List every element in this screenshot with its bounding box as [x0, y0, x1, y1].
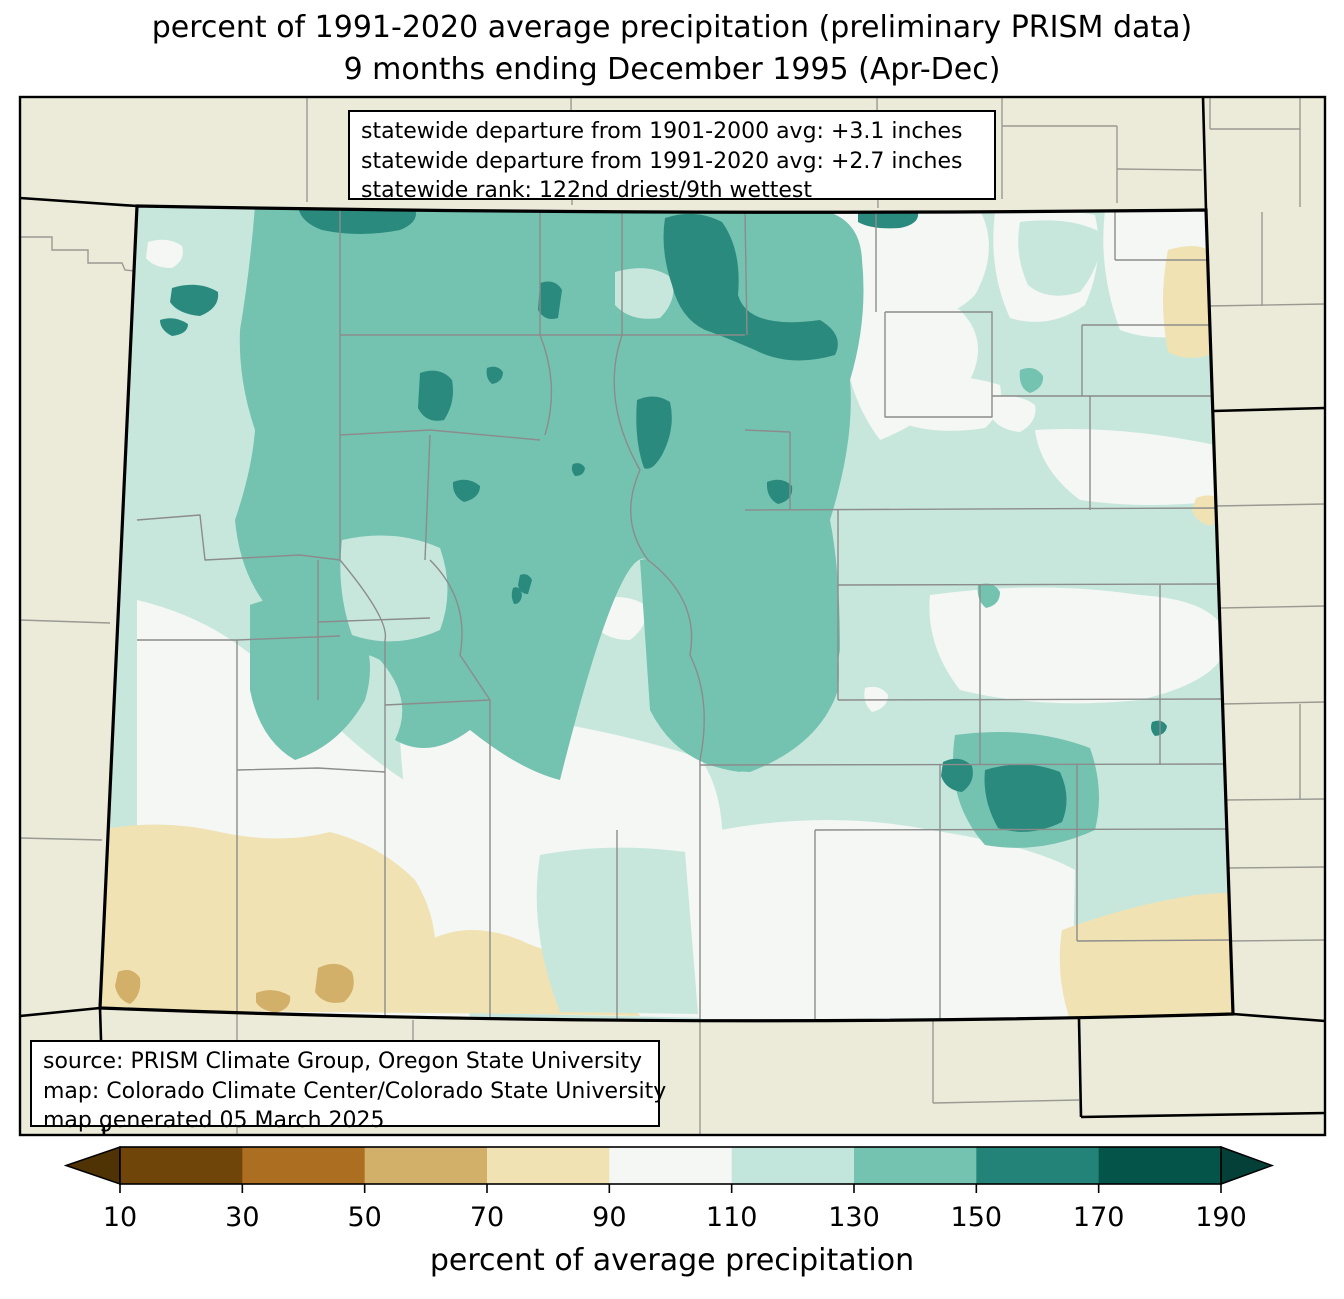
statewide-stats-box: statewide departure from 1901-2000 avg: … — [348, 110, 996, 203]
colorbar-tick-label: 10 — [103, 1202, 137, 1233]
stats-line-1901-2000: statewide departure from 1901-2000 avg: … — [361, 119, 963, 144]
source-credit-box: source: PRISM Climate Group, Oregon Stat… — [30, 1040, 667, 1133]
colorbar-segment — [242, 1147, 366, 1184]
colorbar-under-arrow — [63, 1145, 121, 1186]
colorbar-tick-label: 50 — [347, 1202, 381, 1233]
contour-mint-patches — [340, 220, 1101, 1014]
colorbar-axis-label: percent of average precipitation — [429, 1243, 915, 1278]
colorbar-segment — [364, 1147, 488, 1184]
source-line: source: PRISM Climate Group, Oregon Stat… — [43, 1049, 643, 1074]
precipitation-contours — [100, 206, 1233, 1021]
colorado-county-lines — [136, 206, 1232, 1021]
colorbar-tick-label: 130 — [828, 1202, 880, 1233]
colorbar-outline — [119, 1146, 1222, 1185]
colorbar-tick-label: 170 — [1073, 1202, 1125, 1233]
map-title-line1: percent of 1991-2020 average precipitati… — [151, 10, 1193, 45]
stats-line-1991-2020: statewide departure from 1991-2020 avg: … — [361, 148, 963, 174]
colorbar-tick-label: 190 — [1195, 1202, 1247, 1233]
contour-dark-teal-blobs — [160, 206, 1167, 832]
colorado-state-border — [98, 204, 1235, 1023]
stats-line-rank: statewide rank: 122nd driest/9th wettest — [361, 178, 812, 203]
colorbar-segment — [731, 1147, 855, 1184]
map-title-line2: 9 months ending December 1995 (Apr-Dec) — [343, 52, 1001, 87]
map-frame — [18, 95, 1327, 1137]
colorbar-segment — [976, 1147, 1100, 1184]
generated-date-line: map generated 05 March 2025 — [43, 1108, 385, 1133]
contour-dark-tan-blobs — [115, 963, 354, 1013]
colorbar-segment — [609, 1147, 733, 1184]
colorbar: 10 30 50 70 90 110 130 150 170 190 — [63, 1145, 1275, 1233]
colorbar-tick-label: 90 — [592, 1202, 626, 1233]
colorbar-tick-label: 110 — [706, 1202, 758, 1233]
colorbar-tick-label: 150 — [951, 1202, 1003, 1233]
colorbar-segment — [1098, 1147, 1222, 1184]
map-credit-line: map: Colorado Climate Center/Colorado St… — [43, 1078, 667, 1104]
colorbar-segment — [487, 1147, 610, 1184]
colorbar-over-arrow — [1220, 1145, 1275, 1186]
colorbar-tick-label: 70 — [470, 1202, 504, 1233]
colorbar-tick-label: 30 — [225, 1202, 259, 1233]
colorbar-segment — [854, 1147, 977, 1184]
colorbar-segment — [120, 1147, 243, 1184]
